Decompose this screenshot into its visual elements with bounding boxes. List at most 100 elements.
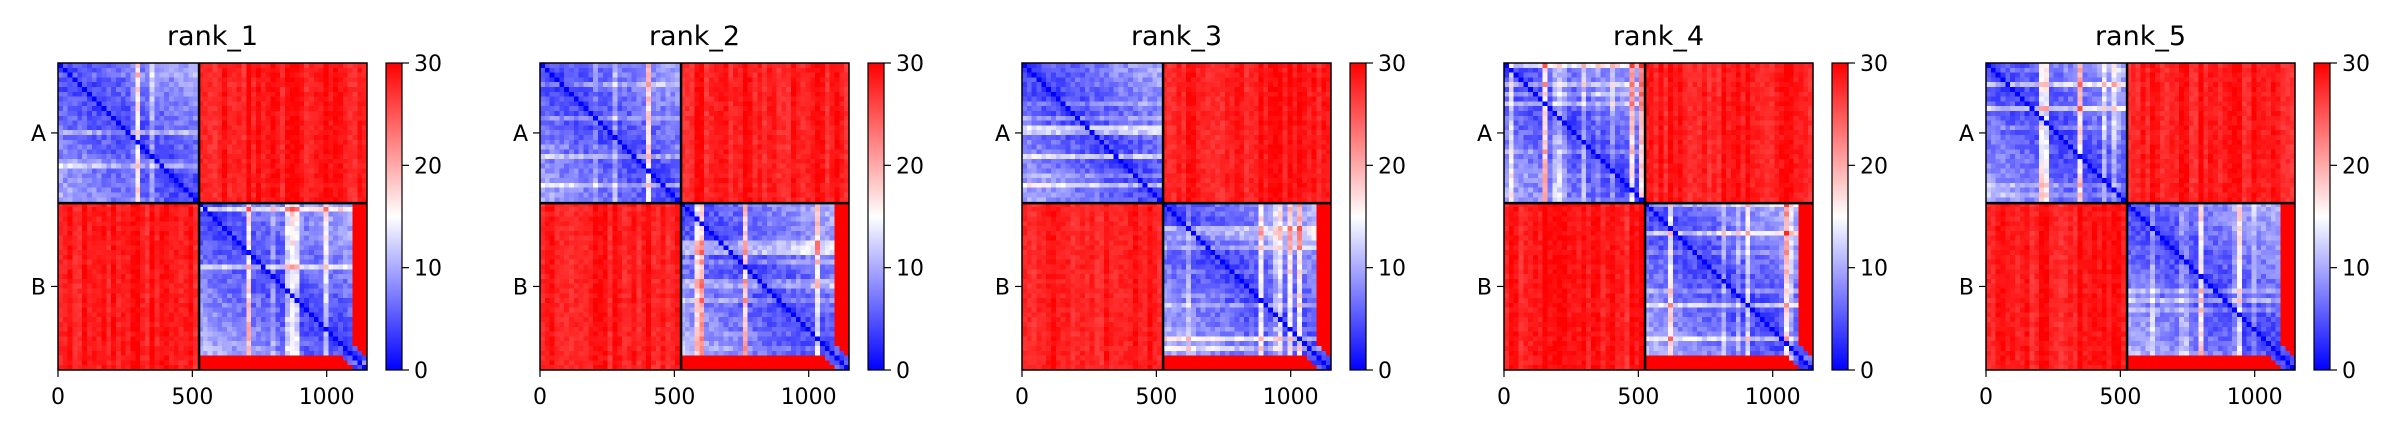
heatmap-cell [222, 97, 227, 102]
heatmap-cell [188, 312, 193, 317]
heatmap-cell [343, 245, 348, 250]
heatmap-cell [164, 193, 169, 198]
heatmap-cell [338, 188, 343, 193]
heatmap-cell [256, 217, 261, 222]
heatmap-cell [184, 312, 189, 317]
heatmap-cell [246, 351, 251, 356]
heatmap-cell [251, 298, 256, 303]
heatmap-cell [188, 293, 193, 298]
heatmap-cell [121, 269, 126, 274]
heatmap-cell [261, 226, 266, 231]
heatmap-cell [290, 360, 295, 365]
heatmap-cell [227, 317, 232, 322]
heatmap-cell [121, 236, 126, 241]
heatmap-cell [559, 82, 564, 87]
heatmap-cell [781, 92, 786, 97]
heatmap-cell [106, 159, 111, 164]
heatmap-cell [285, 255, 290, 260]
heatmap-cell [92, 101, 97, 106]
heatmap-cell [222, 217, 227, 222]
heatmap-cell [237, 92, 242, 97]
heatmap-cell [188, 221, 193, 226]
heatmap-cell [266, 312, 271, 317]
heatmap-cell [675, 63, 680, 68]
heatmap-cell [140, 121, 145, 126]
heatmap-cell [58, 140, 63, 145]
heatmap-cell [251, 274, 256, 279]
heatmap-cell [164, 346, 169, 351]
heatmap-cell [246, 212, 251, 217]
heatmap-cell [82, 346, 87, 351]
heatmap-cell [256, 140, 261, 145]
heatmap-cell [116, 121, 121, 126]
heatmap-cell [232, 360, 237, 365]
heatmap-cell [319, 130, 324, 135]
heatmap-cell [164, 217, 169, 222]
heatmap-cell [135, 193, 140, 198]
heatmap-cell [241, 169, 246, 174]
heatmap-cell [723, 121, 728, 126]
heatmap-cell [328, 193, 333, 198]
heatmap-cell [280, 264, 285, 269]
heatmap-cell [304, 264, 309, 269]
heatmap-cell [72, 73, 77, 78]
heatmap-cell [343, 77, 348, 82]
heatmap-cell [101, 346, 106, 351]
heatmap-cell [839, 121, 844, 126]
heatmap-cell [232, 279, 237, 284]
heatmap-cell [169, 188, 174, 193]
heatmap-cell [675, 101, 680, 106]
heatmap-cell [714, 97, 719, 102]
heatmap-cell [261, 193, 266, 198]
heatmap-cell [685, 97, 690, 102]
heatmap-cell [169, 154, 174, 159]
heatmap-cell [266, 217, 271, 222]
heatmap-cell [174, 274, 179, 279]
heatmap-cell [208, 303, 213, 308]
heatmap-cell [353, 360, 358, 365]
heatmap-cell [217, 231, 222, 236]
heatmap-cell [743, 101, 748, 106]
heatmap-cell [290, 356, 295, 361]
heatmap-cell [106, 279, 111, 284]
heatmap-cell [126, 183, 131, 188]
heatmap-cell [304, 231, 309, 236]
heatmap-cell [77, 169, 82, 174]
heatmap-cell [309, 341, 314, 346]
heatmap-cell [559, 63, 564, 68]
heatmap-cell [806, 121, 811, 126]
heatmap-cell [232, 245, 237, 250]
heatmap-cell [612, 77, 617, 82]
heatmap-cell [241, 159, 246, 164]
heatmap-cell [319, 255, 324, 260]
heatmap-cell [227, 312, 232, 317]
heatmap-cell [140, 274, 145, 279]
heatmap-cell [232, 269, 237, 274]
heatmap-cell [140, 260, 145, 265]
heatmap-cell [656, 101, 661, 106]
heatmap-cell [179, 231, 184, 236]
heatmap-cell [63, 231, 68, 236]
heatmap-cell [554, 77, 559, 82]
heatmap-cell [227, 255, 232, 260]
heatmap-cell [574, 87, 579, 92]
heatmap-cell [748, 82, 753, 87]
heatmap-cell [559, 121, 564, 126]
heatmap-cell [709, 106, 714, 111]
heatmap-cell [164, 308, 169, 313]
heatmap-cell [135, 68, 140, 73]
heatmap-cell [92, 188, 97, 193]
heatmap-cell [111, 92, 116, 97]
heatmap-cell [559, 68, 564, 73]
heatmap-cell [666, 77, 671, 82]
heatmap-cell [227, 164, 232, 169]
heatmap-cell [656, 77, 661, 82]
heatmap-cell [97, 63, 102, 68]
heatmap-cell [251, 121, 256, 126]
heatmap-cell [743, 73, 748, 78]
heatmap-cell [126, 217, 131, 222]
heatmap-cell [179, 173, 184, 178]
heatmap-cell [796, 92, 801, 97]
heatmap-cell [357, 154, 362, 159]
heatmap-cell [550, 116, 555, 121]
